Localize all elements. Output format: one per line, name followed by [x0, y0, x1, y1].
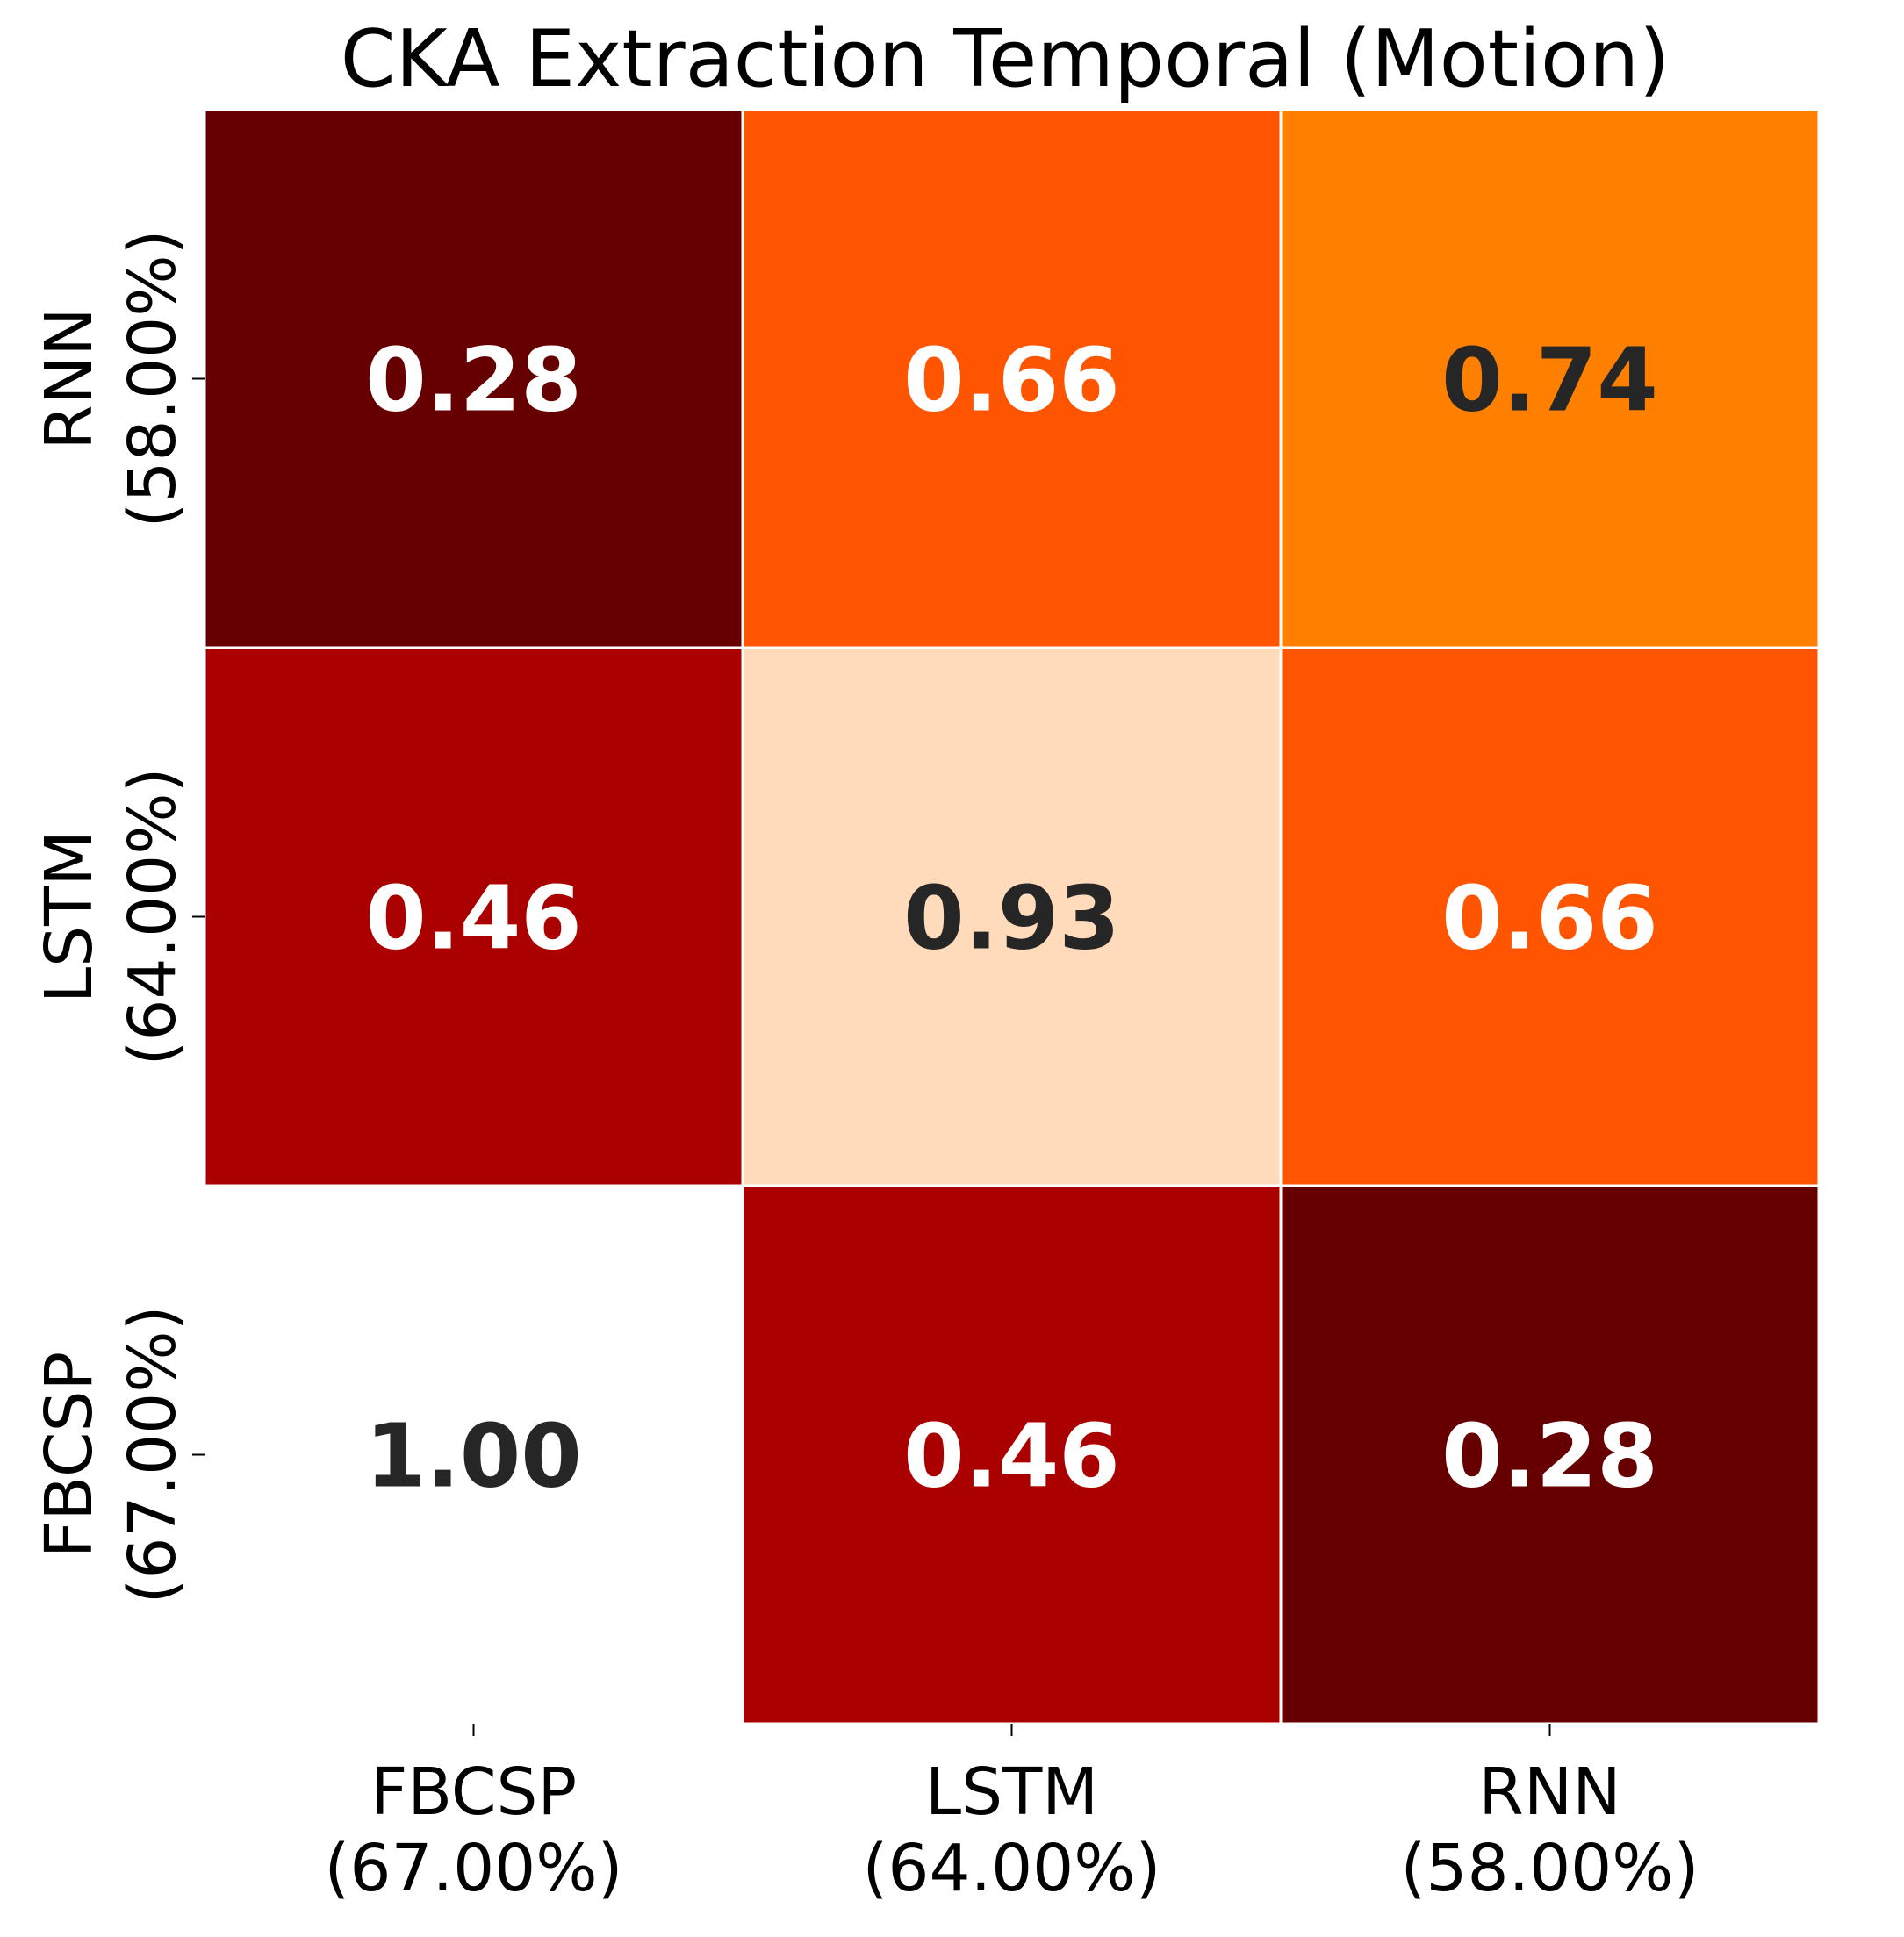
heatmap-cell-r0-c1 — [741, 108, 1283, 649]
cell-value-label-r1-c2: 0.66 — [1441, 867, 1658, 970]
heatmap-cells — [203, 108, 1821, 1725]
x-tick-label-2: RNN — [1478, 1754, 1620, 1830]
chart-title: CKA Extraction Temporal (Motion) — [341, 13, 1670, 105]
x-tick-accuracy-2: (58.00%) — [1401, 1831, 1699, 1906]
x-tick-label-1: LSTM — [925, 1754, 1098, 1830]
heatmap-value-labels: 0.28 0.66 0.74 0.46 0.93 0.66 1.00 0.46 0.28 — [365, 329, 1658, 1508]
heatmap-cell-r2-c2 — [1279, 1184, 1821, 1725]
x-axis: FBCSP(67.00%) LSTM(64.00%) RNN(58.00%) — [325, 1724, 1699, 1906]
cell-value-label-r1-c1: 0.93 — [903, 867, 1120, 970]
y-tick-accuracy-0: (58.00%) — [115, 230, 190, 528]
heatmap-cell-r2-c1 — [741, 1184, 1283, 1725]
cell-value-label-r2-c1: 0.46 — [903, 1405, 1120, 1508]
x-tick-accuracy-0: (67.00%) — [325, 1831, 623, 1906]
cell-value-label-r2-c0: 1.00 — [365, 1405, 582, 1508]
cell-value-label-r0-c0: 0.28 — [365, 329, 582, 432]
cell-value-label-r0-c1: 0.66 — [903, 329, 1120, 432]
y-axis: RNN (58.00%) LSTM (64.00%) FBCSP (67.00%) — [32, 230, 205, 1604]
y-tick-accuracy-2: (67.00%) — [115, 1306, 190, 1604]
y-tick-accuracy-1: (64.00%) — [115, 768, 190, 1066]
y-tick-label-1: LSTM — [32, 830, 107, 1003]
x-tick-accuracy-1: (64.00%) — [863, 1831, 1161, 1906]
heatmap-cell-r0-c2 — [1279, 108, 1821, 649]
heatmap-cell-r1-c0 — [203, 646, 744, 1187]
cell-value-label-r0-c2: 0.74 — [1441, 329, 1658, 432]
cell-value-label-r1-c0: 0.46 — [365, 867, 582, 970]
cell-value-label-r2-c2: 0.28 — [1441, 1405, 1658, 1508]
x-tick-label-0: FBCSP — [370, 1754, 577, 1830]
heatmap-cell-r1-c1 — [741, 646, 1283, 1187]
heatmap-cell-r0-c0 — [203, 108, 744, 649]
heatmap-cell-r1-c2 — [1279, 646, 1821, 1187]
y-tick-label-0: RNN — [32, 307, 107, 449]
y-tick-label-2: FBCSP — [32, 1352, 107, 1558]
